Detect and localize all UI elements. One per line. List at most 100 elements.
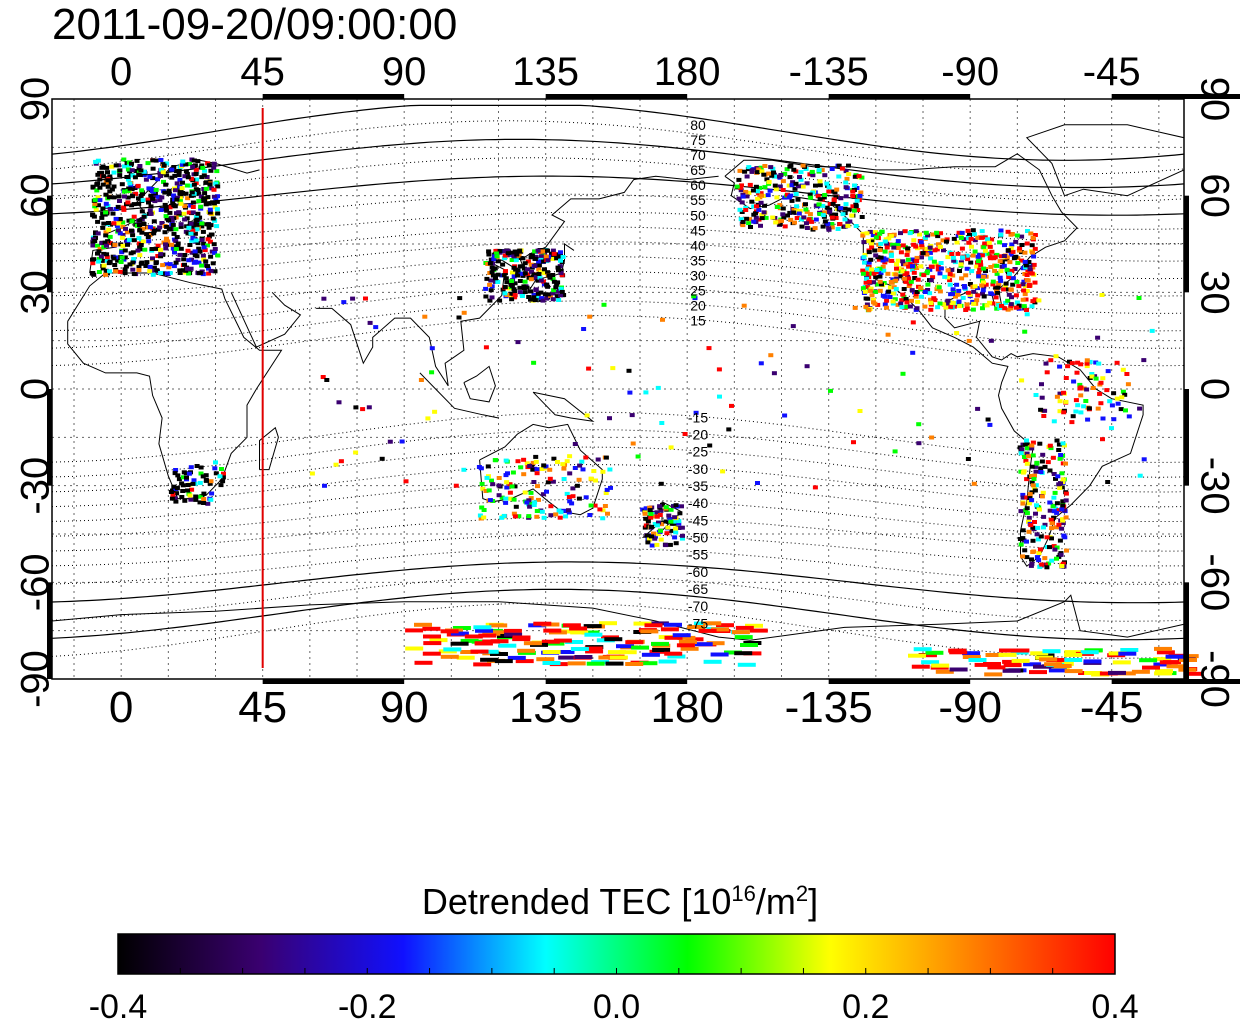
tec-pixel bbox=[1001, 263, 1007, 268]
tec-pixel bbox=[558, 293, 564, 298]
y-tick-label-right: 60 bbox=[1192, 173, 1236, 218]
tec-pixel bbox=[541, 515, 547, 520]
tec-pixel bbox=[200, 272, 206, 277]
tec-pixel bbox=[521, 457, 527, 462]
tec-pixel bbox=[665, 525, 671, 530]
tec-pixel bbox=[890, 299, 896, 304]
tec-pixel bbox=[190, 228, 196, 233]
tec-pixel bbox=[189, 487, 195, 492]
tec-pixel bbox=[363, 296, 368, 301]
tec-pixel bbox=[97, 246, 103, 251]
x-tick-label-bottom: -90 bbox=[938, 683, 1002, 732]
tec-pixel bbox=[208, 497, 214, 502]
tec-pixel bbox=[490, 482, 496, 487]
tec-pixel bbox=[542, 661, 561, 665]
tec-pixel bbox=[914, 290, 920, 294]
tec-pixel bbox=[930, 275, 936, 280]
tec-pixel bbox=[828, 388, 833, 393]
tec-pixel bbox=[1085, 417, 1091, 422]
tec-pixel bbox=[1059, 564, 1065, 568]
tec-pixel bbox=[1030, 538, 1036, 543]
tec-pixel bbox=[1030, 265, 1036, 270]
tec-pixel bbox=[1024, 495, 1030, 500]
tec-pixel bbox=[572, 466, 578, 470]
tec-pixel bbox=[1051, 509, 1057, 514]
tec-pixel bbox=[950, 300, 956, 305]
tec-pixel bbox=[988, 256, 993, 261]
tec-pixel bbox=[905, 257, 911, 262]
tec-pixel bbox=[541, 259, 546, 264]
tec-pixel bbox=[211, 161, 217, 166]
tec-pixel bbox=[1019, 378, 1025, 383]
tec-pixel bbox=[188, 193, 194, 198]
tec-pixel bbox=[206, 271, 212, 276]
tec-pixel bbox=[816, 168, 822, 173]
tec-pixel bbox=[1041, 514, 1047, 519]
tec-pixel bbox=[483, 286, 489, 291]
tec-pixel bbox=[822, 210, 828, 215]
tec-pixel bbox=[495, 272, 501, 277]
tec-pixel bbox=[499, 495, 505, 500]
tec-pixel bbox=[97, 256, 102, 261]
tec-pixel bbox=[645, 519, 651, 524]
tec-pixel bbox=[925, 650, 944, 655]
tec-pixel bbox=[956, 288, 962, 293]
tec-pixel bbox=[191, 478, 197, 483]
tec-pixel bbox=[967, 232, 972, 237]
tec-pixel bbox=[1020, 501, 1026, 506]
tec-pixel bbox=[860, 268, 866, 273]
tec-pixel bbox=[737, 168, 743, 173]
tec-pixel bbox=[112, 263, 118, 267]
tec-pixel bbox=[797, 175, 802, 179]
x-tick-label-top: -45 bbox=[1083, 50, 1141, 94]
tec-pixel bbox=[667, 542, 673, 547]
tec-pixel bbox=[1055, 474, 1061, 479]
tec-pixel bbox=[956, 299, 962, 304]
tec-pixel bbox=[1034, 460, 1040, 465]
tec-pixel bbox=[908, 279, 914, 284]
tec-pixel bbox=[1010, 249, 1016, 254]
tec-pixel bbox=[146, 239, 152, 244]
tec-pixel bbox=[200, 253, 206, 258]
tec-pixel bbox=[491, 257, 497, 262]
tec-pixel bbox=[672, 515, 678, 520]
tec-pixel bbox=[556, 268, 561, 273]
tec-pixel bbox=[1003, 663, 1022, 668]
tec-pixel bbox=[322, 483, 327, 488]
tec-pixel bbox=[864, 302, 870, 307]
tec-pixel bbox=[1069, 361, 1075, 366]
tec-pixel bbox=[182, 217, 188, 222]
tec-pixel bbox=[644, 623, 663, 628]
tec-pixel bbox=[871, 297, 876, 302]
tec-pixel bbox=[95, 172, 101, 177]
tec-pixel bbox=[574, 483, 580, 488]
tec-pixel bbox=[560, 462, 566, 467]
tec-pixel bbox=[807, 212, 813, 217]
tec-pixel bbox=[602, 504, 608, 508]
tec-pixel bbox=[189, 176, 195, 181]
tec-pixel bbox=[158, 208, 164, 212]
tec-pixel bbox=[166, 218, 171, 223]
tec-pixel bbox=[511, 265, 517, 270]
tec-pixel bbox=[112, 243, 118, 247]
tec-pixel bbox=[176, 173, 182, 177]
tec-pixel bbox=[511, 511, 517, 516]
tec-pixel bbox=[505, 251, 511, 256]
tec-pixel bbox=[593, 478, 598, 483]
tec-pixel bbox=[503, 496, 509, 501]
tec-pixel bbox=[188, 266, 194, 271]
tec-pixel bbox=[405, 646, 424, 651]
tec-pixel bbox=[559, 289, 565, 294]
tec-pixel bbox=[676, 643, 695, 648]
tec-pixel bbox=[789, 183, 795, 188]
tec-pixel bbox=[1125, 382, 1131, 387]
coastline bbox=[316, 175, 719, 387]
tec-pixel bbox=[1057, 486, 1063, 490]
tec-pixel bbox=[133, 191, 139, 196]
tec-pixel bbox=[839, 166, 845, 171]
tec-pixel bbox=[608, 485, 613, 490]
tec-pixel bbox=[910, 320, 916, 325]
tec-pixel bbox=[827, 209, 833, 214]
tec-pixel bbox=[820, 203, 826, 208]
tec-pixel bbox=[984, 251, 990, 256]
